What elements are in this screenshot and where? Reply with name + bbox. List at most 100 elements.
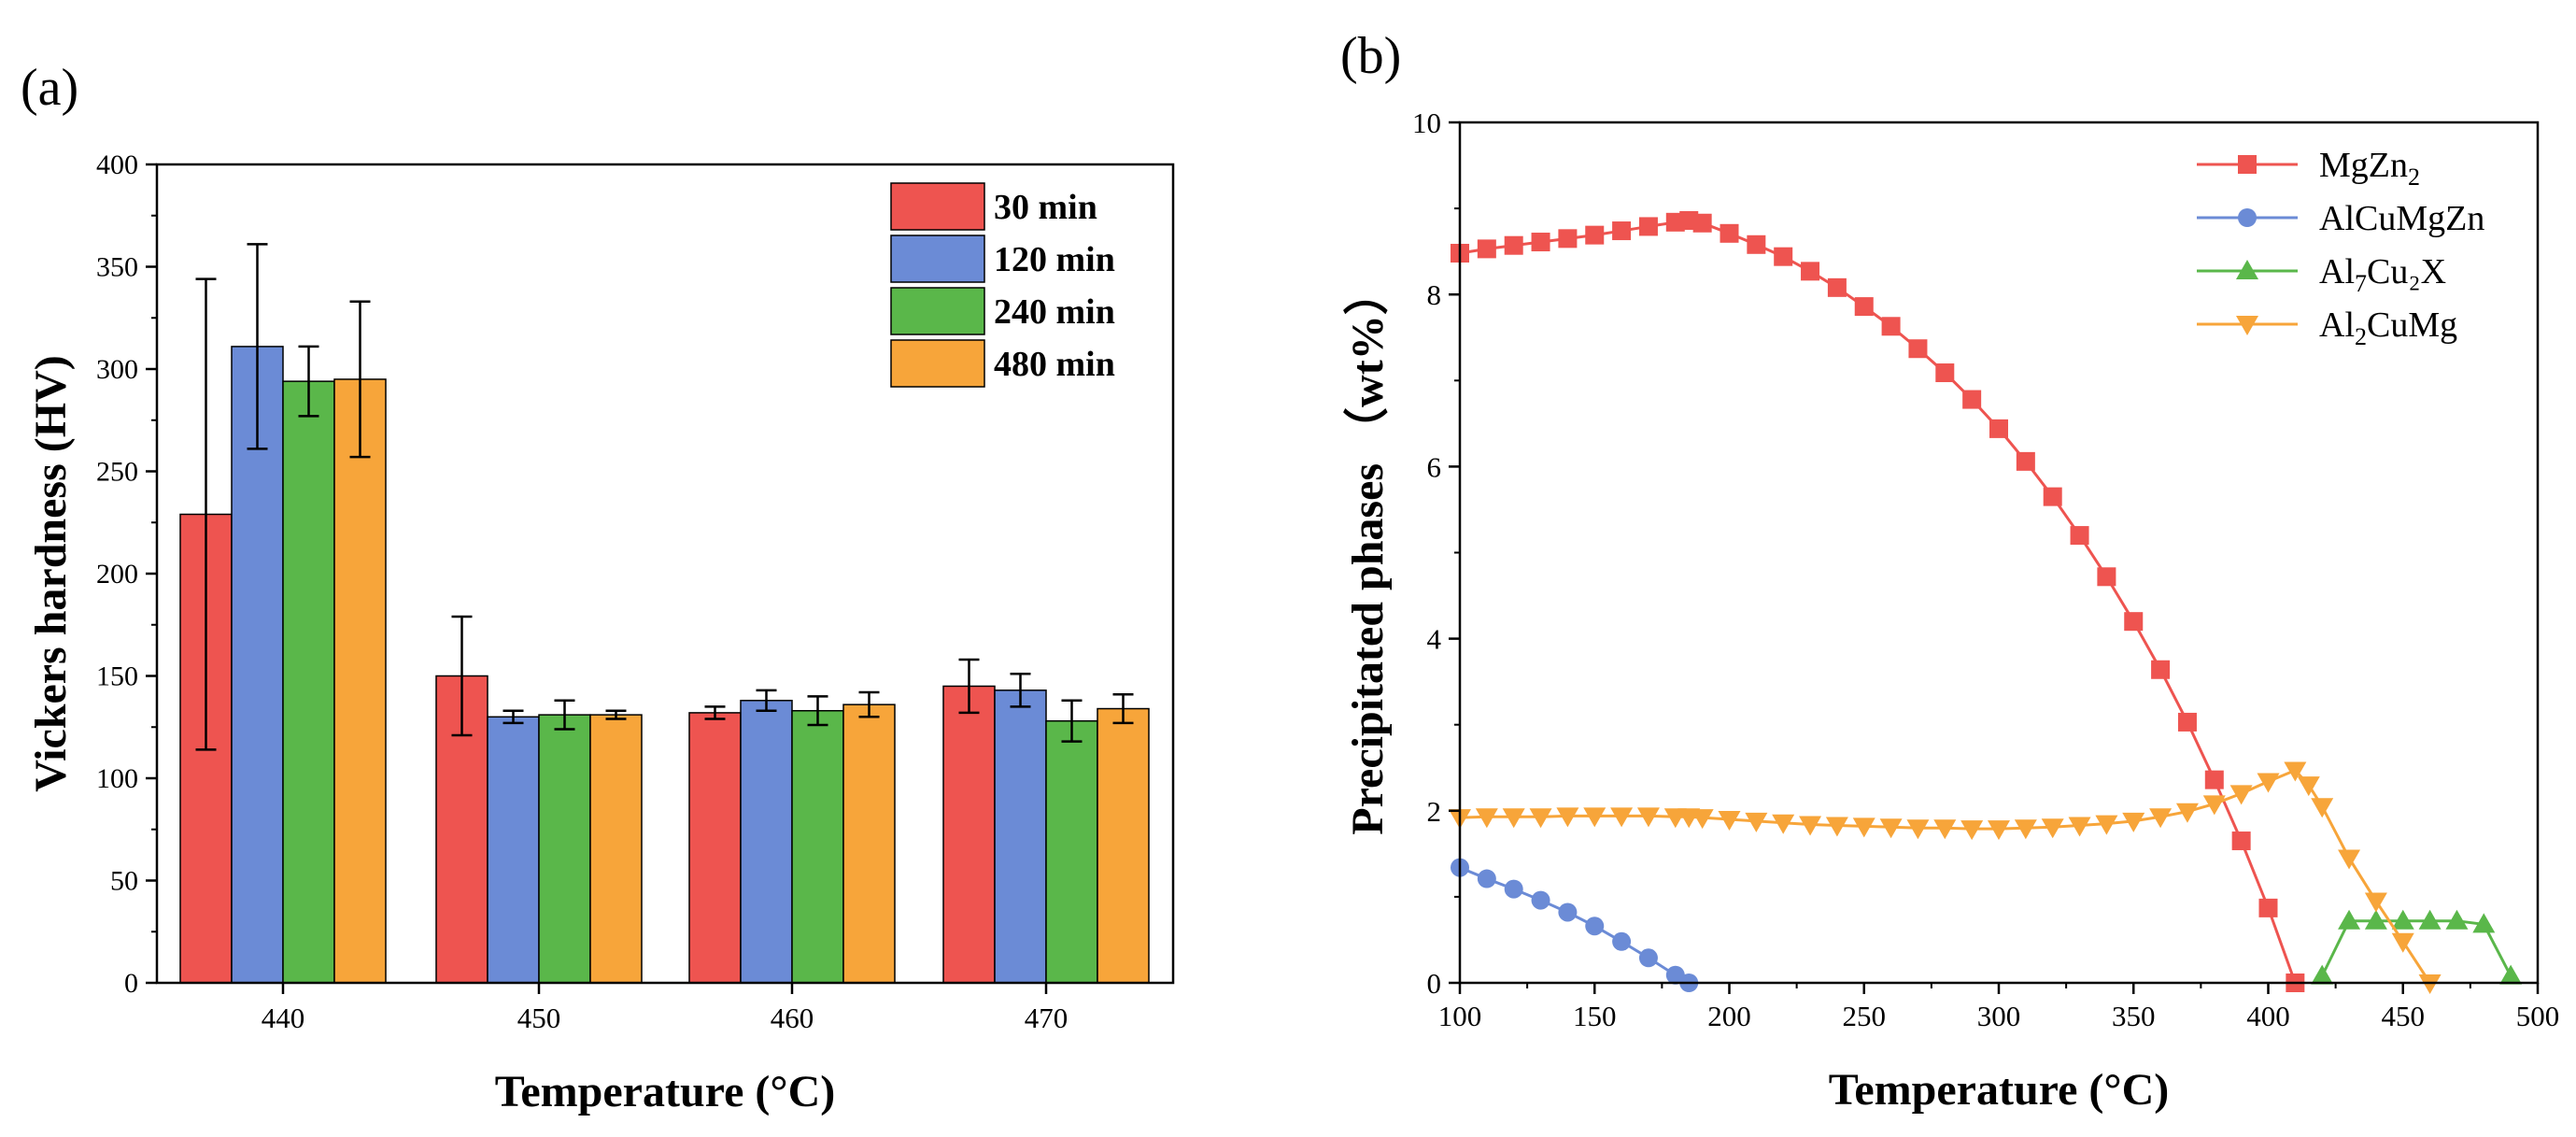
data-point: [2151, 660, 2171, 679]
data-point: [2338, 849, 2361, 870]
data-point: [1906, 819, 1930, 840]
y-tick-label: 8: [1427, 278, 1442, 311]
panel-a-label: (a): [21, 59, 78, 117]
y-tick-label: 200: [96, 559, 138, 590]
data-point: [2097, 567, 2116, 587]
legend-label-base: MgZn: [2319, 146, 2408, 185]
y-axis: 0 2 4 6 8 10: [1412, 107, 1460, 1000]
bar: [333, 378, 387, 984]
data-point: [1747, 235, 1766, 254]
x-tick-label: 100: [1438, 1000, 1482, 1032]
x-tick-label: 150: [1573, 1000, 1617, 1032]
legend-marker: [2238, 208, 2257, 227]
legend-marker: [2236, 316, 2258, 335]
data-point: [1774, 247, 1793, 266]
legend-swatch: [890, 182, 985, 231]
data-point: [2202, 795, 2226, 816]
bar: [487, 716, 540, 984]
data-point: [2311, 964, 2334, 985]
data-point: [1636, 807, 1660, 828]
data-point: [2014, 819, 2037, 840]
x-tick-label: 460: [771, 1002, 814, 1034]
legend-swatch: [890, 339, 985, 388]
x-tick-label: 500: [2516, 1000, 2560, 1032]
error-bar-group: [195, 243, 1134, 751]
legend-label-subscript: 7: [2355, 270, 2367, 297]
y-tick-label: 50: [110, 866, 138, 897]
data-point: [1825, 817, 1848, 837]
y-tick-label: 6: [1427, 450, 1442, 483]
data-point: [2231, 831, 2251, 851]
legend-label-tail: CuMg: [2367, 306, 2457, 345]
data-point: [2445, 909, 2469, 930]
data-point: [1612, 221, 1632, 241]
data-point: [1908, 339, 1928, 359]
x-tick-label: 450: [2382, 1000, 2426, 1032]
data-point: [2258, 898, 2278, 917]
data-point: [2043, 487, 2062, 506]
data-point: [2284, 761, 2307, 782]
y-axis-label: Vickers hardness (HV): [26, 355, 76, 792]
data-point: [2041, 818, 2064, 839]
y-tick-label: 100: [96, 763, 138, 794]
data-point: [2068, 817, 2091, 837]
legend-label: 240 min: [994, 292, 1115, 332]
data-point: [1988, 820, 2010, 841]
bar: [231, 346, 284, 984]
data-point: [2364, 892, 2387, 913]
data-point: [2418, 974, 2442, 994]
y-tick-label: 4: [1427, 623, 1442, 656]
data-point: [1691, 809, 1714, 830]
legend-swatch: [890, 287, 985, 335]
bar: [791, 709, 844, 984]
bar-chart-panel: 0 50 100 150 200 250 300 350 400 440 450 460 470 Te…: [26, 149, 1175, 1116]
bar: [740, 700, 793, 984]
legend-marker: [2238, 155, 2257, 174]
legend-label-subscript: 2: [2408, 163, 2420, 191]
data-point: [2204, 770, 2224, 789]
bar: [1045, 719, 1098, 984]
data-point: [1558, 229, 1578, 249]
x-tick-label: 470: [1025, 1002, 1069, 1034]
data-point: [1935, 363, 1955, 383]
y-axis: 0 50 100 150 200 250 300 350 400: [96, 149, 157, 999]
legend-label: 480 min: [994, 345, 1115, 384]
x-tick-label: 350: [2112, 1000, 2156, 1032]
x-axis: 100 150 200 250 300 350 400 450 500: [1438, 983, 2560, 1032]
bar-group: [179, 346, 1150, 984]
data-point: [2095, 815, 2118, 835]
data-point: [2499, 964, 2523, 985]
x-tick-label: 450: [517, 1002, 561, 1034]
data-point: [2311, 798, 2334, 818]
data-point: [1638, 217, 1658, 236]
data-point: [1718, 811, 1741, 831]
x-tick-label: 300: [1977, 1000, 2021, 1032]
x-axis-label: Temperature (°C): [1829, 1065, 2169, 1115]
data-point: [1960, 820, 1984, 841]
data-point: [2229, 785, 2253, 805]
y-tick-label: 250: [96, 457, 138, 488]
data-point: [2391, 932, 2414, 953]
bar: [842, 704, 896, 984]
legend-label-base: Al: [2319, 306, 2355, 345]
legend-label: 120 min: [994, 240, 1115, 279]
legend-label-base: Al: [2319, 252, 2355, 291]
legend-label-tail: Cu₂X: [2367, 252, 2446, 291]
data-point: [1531, 890, 1550, 910]
data-point: [1583, 807, 1606, 828]
data-point: [1529, 808, 1552, 829]
data-point: [1827, 277, 1847, 297]
data-point: [1692, 213, 1712, 233]
bar: [538, 714, 591, 984]
data-point: [1504, 879, 1523, 899]
data-point: [1962, 390, 1982, 409]
data-point: [1556, 807, 1579, 828]
line-chart-panel: 0 2 4 6 8 10 100 150 200 250 300 350 400 450 500 Temp…: [1343, 107, 2559, 1115]
data-point: [2177, 712, 2197, 732]
data-point: [1799, 816, 1822, 836]
bar: [282, 380, 335, 984]
data-point: [1881, 317, 1901, 336]
y-tick-label: 10: [1412, 107, 1441, 139]
